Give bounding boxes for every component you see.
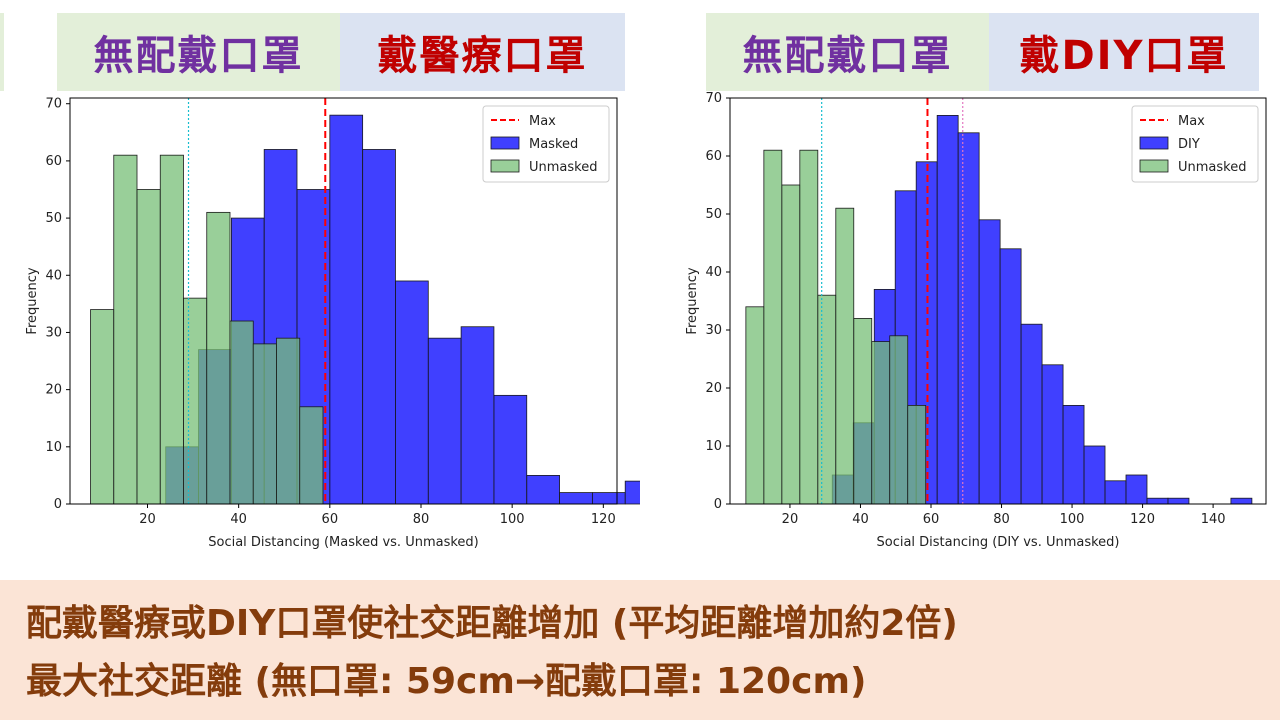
masked-bar <box>624 480 640 505</box>
legend-patch-swatch <box>1139 159 1169 173</box>
x-tick-label: 40 <box>852 512 869 527</box>
x-axis-label: Social Distancing (Masked vs. Unmasked) <box>208 535 479 550</box>
unmasked-bar <box>799 149 819 505</box>
unmasked-bar <box>299 406 324 505</box>
summary-panel: 配戴醫療或DIY口罩使社交距離增加 (平均距離增加約2倍) 最大社交距離 (無口… <box>0 580 1280 720</box>
y-tick-label: 20 <box>705 381 722 396</box>
masked-bar <box>1041 364 1064 505</box>
masked-bar <box>1083 445 1106 505</box>
masked-bar <box>362 149 396 505</box>
y-tick-label: 30 <box>705 323 722 338</box>
masked-bar <box>460 326 495 505</box>
unmasked-bar <box>907 404 927 505</box>
x-tick-label: 80 <box>993 512 1010 527</box>
plot-frame <box>729 97 1267 505</box>
unmasked-bar <box>90 309 115 505</box>
right-histogram-chart: 20 40 60 80 100 120 140 0 10 20 30 40 50 60 70 Social D… <box>685 91 1267 550</box>
masked-bar <box>999 248 1022 505</box>
y-tick-label: 20 <box>45 383 62 398</box>
y-tick-label: 10 <box>705 439 722 454</box>
right-unmasked-label: 無配戴口罩 <box>706 13 989 91</box>
masked-bar <box>1104 480 1127 505</box>
unmasked-bar <box>853 317 873 505</box>
legend-patch-swatch <box>490 136 520 150</box>
y-tick-label: 40 <box>705 265 722 280</box>
x-tick-label: 120 <box>591 512 616 527</box>
left-unmasked-label: 無配戴口罩 <box>57 13 340 91</box>
x-tick-label: 100 <box>500 512 525 527</box>
x-tick-label: 80 <box>413 512 430 527</box>
masked-bar <box>395 280 429 505</box>
unmasked-bar <box>871 341 891 505</box>
y-tick-label: 50 <box>45 211 62 226</box>
x-tick-label: 60 <box>322 512 339 527</box>
unmasked-bar <box>276 337 301 505</box>
summary-line-2: 最大社交距離 (無口罩: 59cm→配戴口罩: 120cm) <box>26 661 867 702</box>
y-tick-label: 60 <box>705 149 722 164</box>
x-tick-label: 20 <box>139 512 156 527</box>
y-tick-label: 0 <box>54 497 62 512</box>
y-tick-label: 60 <box>45 154 62 169</box>
masked-bar <box>957 132 980 505</box>
masked-bar <box>591 492 626 505</box>
unmasked-bar <box>252 343 277 505</box>
x-tick-label: 100 <box>1060 512 1085 527</box>
y-tick-label: 10 <box>45 440 62 455</box>
legend-label: DIY <box>1178 137 1200 152</box>
unmasked-bar <box>745 306 765 505</box>
unmasked-bar <box>817 294 837 505</box>
legend-patch-swatch <box>490 159 520 173</box>
plot-frame <box>69 97 618 505</box>
masked-bar <box>559 492 593 505</box>
masked-bar <box>1167 497 1190 505</box>
y-tick-label: 70 <box>45 97 62 112</box>
masked-bar <box>1062 404 1085 505</box>
masked-bar <box>526 475 560 505</box>
unmasked-bar <box>113 154 138 505</box>
masked-bar <box>329 114 364 505</box>
x-tick-label: 60 <box>923 512 940 527</box>
legend-label: Max <box>529 114 556 129</box>
unmasked-bar <box>763 149 783 505</box>
y-tick-label: 40 <box>45 268 62 283</box>
summary-line-1: 配戴醫療或DIY口罩使社交距離增加 (平均距離增加約2倍) <box>26 603 958 644</box>
masked-bar <box>427 337 462 505</box>
left-histogram-chart: 20 40 60 80 100 120 0 10 20 30 40 50 60 70 Social Dist… <box>25 97 640 550</box>
x-axis-label: Social Distancing (DIY vs. Unmasked) <box>876 535 1119 550</box>
masked-bar <box>1230 497 1253 505</box>
right-masked-label: 戴DIY口罩 <box>989 13 1259 91</box>
legend-label: Masked <box>529 137 578 152</box>
masked-bar <box>1146 497 1169 505</box>
unmasked-bar <box>159 154 184 505</box>
masked-bar <box>493 394 528 505</box>
y-tick-label: 0 <box>714 497 722 512</box>
y-axis-label: Frequency <box>685 267 700 334</box>
legend-patch-swatch <box>1139 136 1169 150</box>
masked-bar <box>1020 323 1043 505</box>
left-edge-strip <box>0 13 4 91</box>
x-tick-label: 20 <box>782 512 799 527</box>
y-tick-label: 50 <box>705 207 722 222</box>
masked-bar <box>1125 474 1148 505</box>
unmasked-bar <box>183 297 208 505</box>
y-axis-label: Frequency <box>25 267 40 334</box>
x-tick-label: 40 <box>230 512 247 527</box>
legend-label: Max <box>1178 114 1205 129</box>
y-tick-label: 30 <box>45 325 62 340</box>
x-tick-label: 120 <box>1130 512 1155 527</box>
masked-bar <box>936 114 959 505</box>
unmasked-bar <box>229 320 254 505</box>
unmasked-bar <box>835 207 855 505</box>
masked-bar <box>978 219 1001 505</box>
unmasked-bar <box>781 184 801 505</box>
y-tick-label: 70 <box>705 91 722 106</box>
left-masked-label: 戴醫療口罩 <box>340 13 625 91</box>
unmasked-bar <box>136 189 161 505</box>
x-tick-label: 140 <box>1201 512 1226 527</box>
unmasked-bar <box>889 335 909 505</box>
legend-label: Unmasked <box>529 160 597 175</box>
unmasked-bar <box>206 211 231 505</box>
legend-label: Unmasked <box>1178 160 1246 175</box>
